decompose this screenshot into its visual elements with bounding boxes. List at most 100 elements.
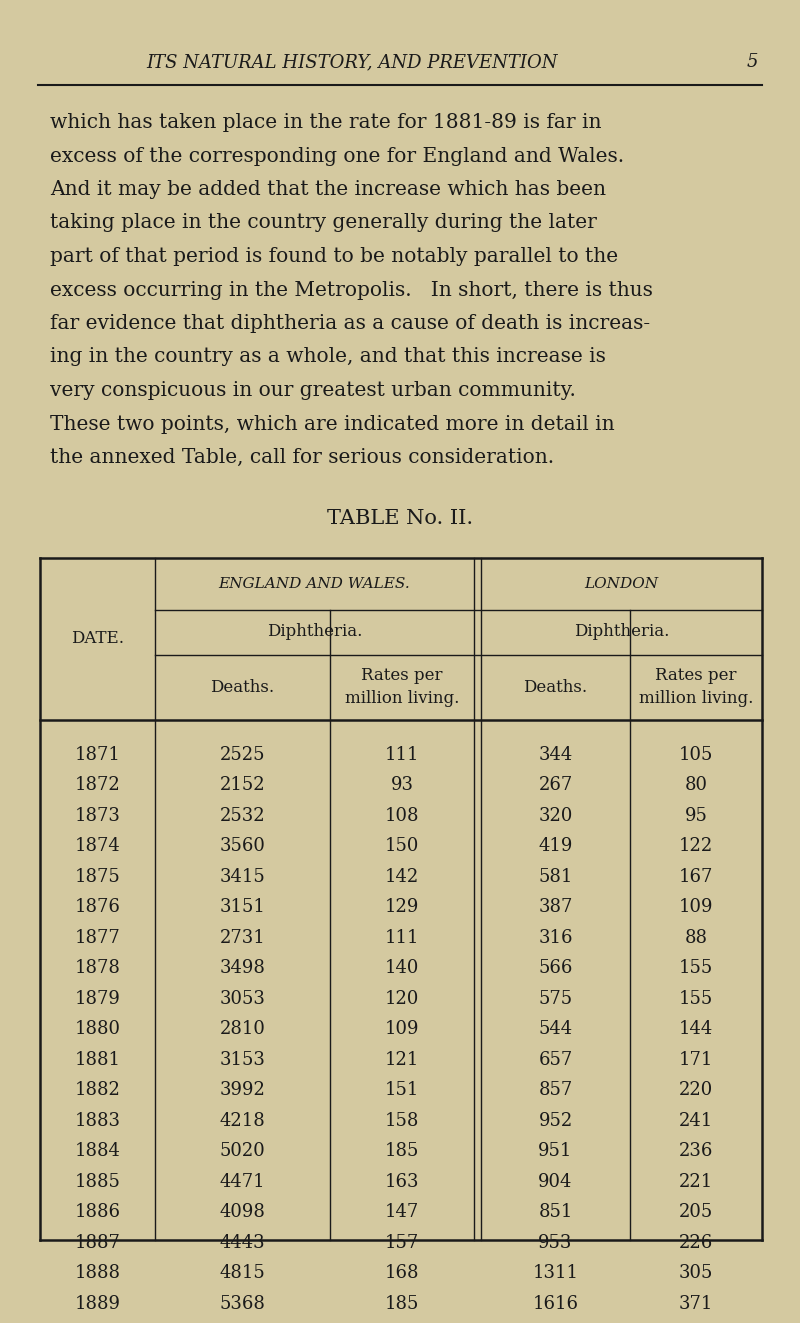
Text: Rates per
million living.: Rates per million living. (639, 667, 753, 706)
Text: 851: 851 (538, 1203, 573, 1221)
Text: 1616: 1616 (533, 1295, 578, 1312)
Text: 1887: 1887 (74, 1234, 121, 1252)
Text: ITS NATURAL HISTORY, AND PREVENTION: ITS NATURAL HISTORY, AND PREVENTION (146, 53, 558, 71)
Text: 93: 93 (390, 777, 414, 794)
Text: 1311: 1311 (533, 1265, 578, 1282)
Text: 1872: 1872 (74, 777, 120, 794)
Text: Diphtheria.: Diphtheria. (267, 623, 362, 640)
Text: 544: 544 (538, 1020, 573, 1039)
Text: TABLE No. II.: TABLE No. II. (327, 509, 473, 528)
Text: 163: 163 (385, 1172, 419, 1191)
Text: 267: 267 (538, 777, 573, 794)
Text: 1886: 1886 (74, 1203, 121, 1221)
Text: 3151: 3151 (219, 898, 266, 917)
Text: 4815: 4815 (220, 1265, 266, 1282)
Text: Diphtheria.: Diphtheria. (574, 623, 669, 640)
Text: 140: 140 (385, 959, 419, 978)
Text: 4471: 4471 (220, 1172, 266, 1191)
Text: excess occurring in the Metropolis.   In short, there is thus: excess occurring in the Metropolis. In s… (50, 280, 653, 299)
Text: 2810: 2810 (219, 1020, 266, 1039)
Text: 566: 566 (538, 959, 573, 978)
Text: the annexed Table, call for serious consideration.: the annexed Table, call for serious cons… (50, 448, 554, 467)
Text: 3415: 3415 (220, 868, 266, 886)
Text: 151: 151 (385, 1081, 419, 1099)
Text: 129: 129 (385, 898, 419, 917)
Text: 1888: 1888 (74, 1265, 121, 1282)
Text: 387: 387 (538, 898, 573, 917)
Text: 171: 171 (679, 1050, 713, 1069)
Text: which has taken place in the rate for 1881-89 is far in: which has taken place in the rate for 18… (50, 112, 602, 132)
Text: 226: 226 (679, 1234, 713, 1252)
Text: 80: 80 (685, 777, 707, 794)
Text: 241: 241 (679, 1111, 713, 1130)
Text: 305: 305 (679, 1265, 713, 1282)
Text: Deaths.: Deaths. (523, 679, 587, 696)
Text: far evidence that diphtheria as a cause of death is increas-: far evidence that diphtheria as a cause … (50, 314, 650, 333)
Text: 109: 109 (385, 1020, 419, 1039)
Text: 3053: 3053 (219, 990, 266, 1008)
Text: DATE.: DATE. (71, 630, 124, 647)
Text: 581: 581 (538, 868, 573, 886)
Text: Deaths.: Deaths. (210, 679, 274, 696)
Text: 1882: 1882 (74, 1081, 121, 1099)
Text: 5: 5 (746, 53, 758, 71)
Text: ing in the country as a whole, and that this increase is: ing in the country as a whole, and that … (50, 348, 606, 366)
Text: 4098: 4098 (219, 1203, 266, 1221)
Text: 220: 220 (679, 1081, 713, 1099)
Text: 1871: 1871 (74, 746, 121, 763)
Text: 168: 168 (385, 1265, 419, 1282)
Text: excess of the corresponding one for England and Wales.: excess of the corresponding one for Engl… (50, 147, 624, 165)
Text: very conspicuous in our greatest urban community.: very conspicuous in our greatest urban c… (50, 381, 576, 400)
Text: 147: 147 (385, 1203, 419, 1221)
Text: 1876: 1876 (74, 898, 121, 917)
Text: 419: 419 (538, 837, 573, 855)
Text: 122: 122 (679, 837, 713, 855)
Text: 108: 108 (385, 807, 419, 824)
Text: 344: 344 (538, 746, 573, 763)
Text: 3560: 3560 (219, 837, 266, 855)
Text: 95: 95 (685, 807, 707, 824)
Text: 1889: 1889 (74, 1295, 121, 1312)
Text: 1877: 1877 (74, 929, 120, 947)
Text: And it may be added that the increase which has been: And it may be added that the increase wh… (50, 180, 606, 198)
Text: 5368: 5368 (219, 1295, 266, 1312)
Text: 953: 953 (538, 1234, 573, 1252)
Text: ENGLAND AND WALES.: ENGLAND AND WALES. (218, 577, 410, 590)
Text: LONDON: LONDON (585, 577, 658, 590)
Text: 111: 111 (385, 929, 419, 947)
Text: 1881: 1881 (74, 1050, 121, 1069)
Text: 3498: 3498 (219, 959, 266, 978)
Text: 120: 120 (385, 990, 419, 1008)
Text: 236: 236 (679, 1142, 713, 1160)
Text: 5020: 5020 (220, 1142, 266, 1160)
Text: 657: 657 (538, 1050, 573, 1069)
Text: 150: 150 (385, 837, 419, 855)
Text: 155: 155 (679, 990, 713, 1008)
Text: 951: 951 (538, 1142, 573, 1160)
Text: 185: 185 (385, 1295, 419, 1312)
Text: 4218: 4218 (220, 1111, 266, 1130)
Text: 1879: 1879 (74, 990, 121, 1008)
Text: 3992: 3992 (219, 1081, 266, 1099)
Text: Rates per
million living.: Rates per million living. (345, 667, 459, 706)
Text: 167: 167 (679, 868, 713, 886)
Text: 316: 316 (538, 929, 573, 947)
Text: 221: 221 (679, 1172, 713, 1191)
Text: 952: 952 (538, 1111, 573, 1130)
Text: 1885: 1885 (74, 1172, 121, 1191)
Text: 158: 158 (385, 1111, 419, 1130)
Text: These two points, which are indicated more in detail in: These two points, which are indicated mo… (50, 414, 614, 434)
Text: 904: 904 (538, 1172, 573, 1191)
Text: 88: 88 (685, 929, 707, 947)
Text: 105: 105 (679, 746, 713, 763)
Text: 575: 575 (538, 990, 573, 1008)
Text: 1884: 1884 (74, 1142, 121, 1160)
Text: 2525: 2525 (220, 746, 266, 763)
Text: 1878: 1878 (74, 959, 121, 978)
Text: 205: 205 (679, 1203, 713, 1221)
Text: 2532: 2532 (220, 807, 266, 824)
Text: 1883: 1883 (74, 1111, 121, 1130)
Text: 1873: 1873 (74, 807, 121, 824)
Text: 2731: 2731 (220, 929, 266, 947)
Text: 157: 157 (385, 1234, 419, 1252)
